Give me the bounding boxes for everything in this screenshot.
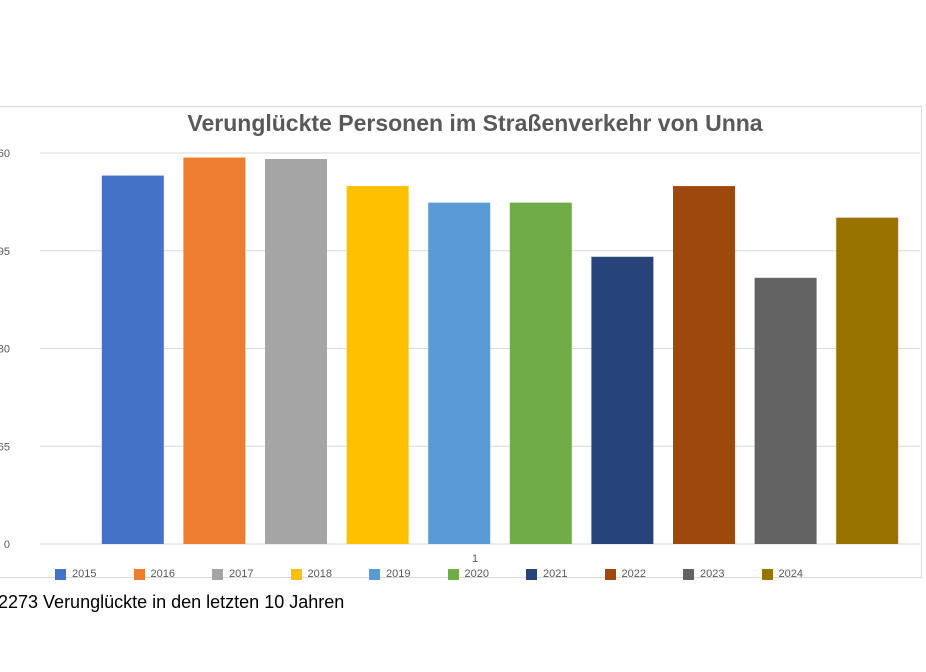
legend-swatch [290,568,302,580]
bar-2021 [591,256,654,544]
legend-swatch [369,568,380,580]
bar-2015 [101,175,164,545]
legend-label: 2024 [778,568,803,580]
legend-item-2019: 2019 [369,566,410,582]
legend-swatch [212,568,223,580]
legend-swatch [133,568,145,580]
legend-item-2017: 2017 [212,566,253,582]
legend-label: 2016 [150,568,175,580]
bar-2022 [673,186,735,545]
legend-item-2024: 2024 [761,566,803,582]
legend-label: 2018 [307,568,332,580]
bar-2019 [428,202,491,544]
legend-label: 2022 [621,568,646,580]
legend-label: 2019 [386,568,411,580]
bar-2020 [509,202,572,544]
bar-2023 [754,277,817,544]
legend-item-2015: 2015 [55,566,96,582]
legend-label: 2015 [72,568,97,580]
caption-text: 2273 Verunglückte in den letzten 10 Jahr… [0,592,345,612]
y-tick-label: 130 [0,344,10,356]
legend-item-2022: 2022 [604,566,646,582]
legend-swatch [683,568,694,580]
y-tick-label: 0 [4,539,10,551]
legend-swatch [604,568,616,580]
legend-label: 2021 [543,568,568,580]
legend-swatch [526,568,537,580]
x-category-label: 1 [472,553,478,565]
y-tick-label: 195 [0,246,10,258]
legend-swatch [447,568,459,580]
bar-2024 [836,217,899,544]
y-tick-label: 260 [0,148,10,160]
legend-swatch [761,568,773,580]
y-axis-ticks: 0 65 130 195 260 [0,148,10,551]
y-tick-label: 65 [0,441,10,453]
bar-2018 [346,186,409,545]
bar-2017 [265,159,327,544]
legend-item-2020: 2020 [447,566,489,582]
chart-title: Verunglückte Personen im Straßenverkehr … [187,110,763,136]
legend-item-2016: 2016 [133,566,175,582]
legend-label: 2023 [700,568,725,580]
legend-label: 2017 [229,568,254,580]
bar-2016 [183,157,246,544]
legend-item-2018: 2018 [290,566,332,582]
legend-item-2023: 2023 [683,566,724,582]
legend-swatch [55,568,66,580]
bars [101,157,899,545]
legend-label: 2020 [464,568,489,580]
legend-item-2021: 2021 [526,566,567,582]
